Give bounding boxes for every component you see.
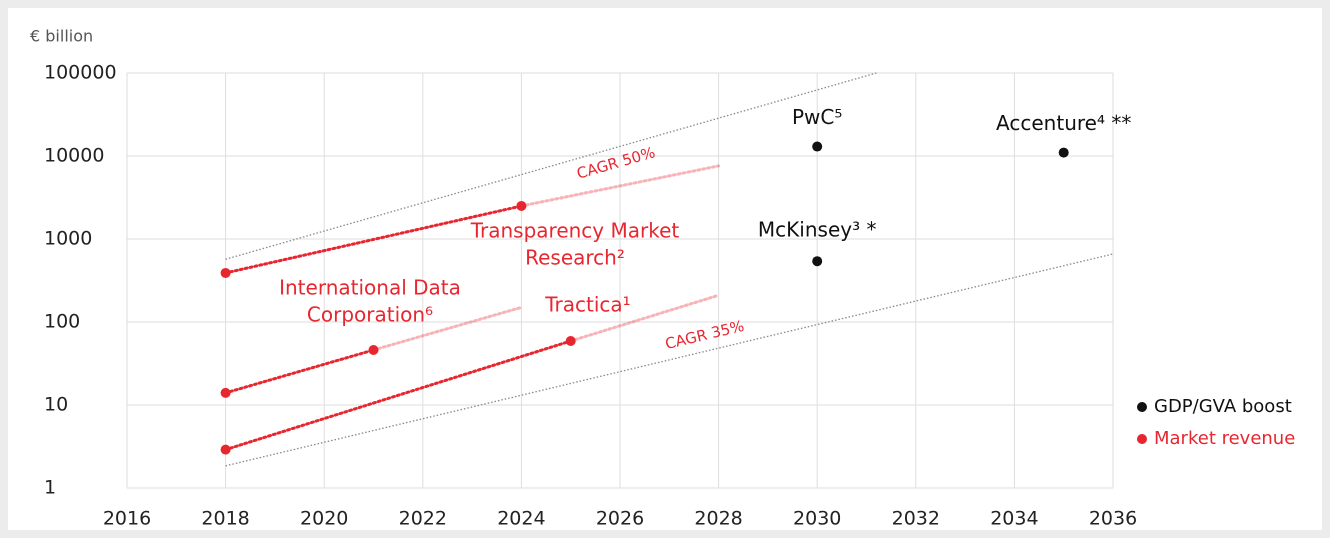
point-label: Accenture⁴ ** — [996, 111, 1131, 135]
data-point — [220, 267, 231, 278]
data-point — [220, 444, 231, 455]
data-point — [516, 200, 527, 211]
legend-swatch — [1137, 402, 1147, 412]
data-point — [812, 141, 823, 152]
data-point — [812, 256, 823, 267]
forecast-line — [224, 204, 523, 275]
legend-swatch — [1137, 434, 1147, 444]
x-tick-label: 2026 — [596, 508, 644, 530]
trend-line — [225, 253, 1114, 467]
plot-background — [8, 8, 1322, 530]
y-tick-label: 1 — [44, 477, 56, 499]
forecast-label: Corporation⁶ — [307, 303, 433, 327]
y-tick-label: 100 — [44, 311, 80, 333]
trend-line — [225, 72, 877, 260]
x-tick-label: 2016 — [103, 508, 151, 530]
x-tick-label: 2034 — [990, 508, 1038, 530]
data-point — [1058, 147, 1069, 158]
y-tick-label: 1000 — [44, 228, 92, 250]
x-tick-label: 2028 — [694, 508, 742, 530]
data-point — [565, 336, 576, 347]
legend-label: Market revenue — [1154, 428, 1295, 449]
x-tick-label: 2030 — [793, 508, 841, 530]
forecast-projection — [569, 293, 721, 343]
point-label: McKinsey³ * — [758, 218, 877, 242]
forecast-label: Tractica¹ — [544, 293, 630, 317]
forecast-label: Transparency Market — [470, 219, 680, 243]
x-tick-label: 2022 — [399, 508, 447, 530]
forecast-projection — [372, 305, 523, 352]
x-tick-label: 2018 — [201, 508, 249, 530]
data-point — [368, 344, 379, 355]
forecast-line — [224, 348, 375, 395]
forecast-projection — [519, 164, 721, 208]
y-tick-label: 10000 — [44, 145, 104, 167]
x-tick-label: 2036 — [1089, 508, 1137, 530]
legend-label: GDP/GVA boost — [1154, 396, 1292, 417]
point-label: PwC⁵ — [792, 105, 842, 129]
x-tick-label: 2032 — [892, 508, 940, 530]
y-tick-label: 100000 — [44, 62, 117, 84]
x-tick-label: 2020 — [300, 508, 348, 530]
data-point — [220, 387, 231, 398]
x-tick-label: 2024 — [497, 508, 545, 530]
y-tick-label: 10 — [44, 394, 68, 416]
forecast-line — [224, 339, 573, 452]
forecast-label: Research² — [525, 246, 625, 270]
forecast-label: International Data — [279, 276, 461, 300]
y-axis-label: € billion — [30, 27, 93, 46]
